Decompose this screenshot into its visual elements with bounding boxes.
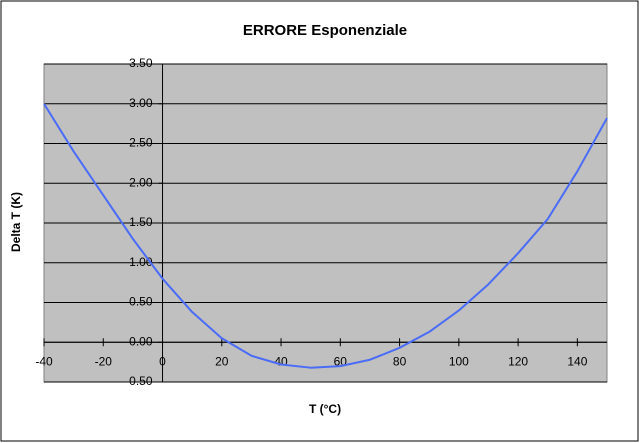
x-tick-label: 120 <box>508 354 528 368</box>
x-tick-label: 20 <box>215 354 229 368</box>
y-axis-label: Delta T (K) <box>9 192 23 252</box>
data-line <box>43 103 608 369</box>
y-tick-label: 0.50 <box>129 295 153 309</box>
x-tick-label: 140 <box>567 354 587 368</box>
x-axis-label: T (°C) <box>309 402 341 416</box>
x-tick-label: 40 <box>274 354 288 368</box>
x-tick-label: 100 <box>449 354 469 368</box>
y-tick-label: 1.50 <box>129 215 153 229</box>
y-tick-label: 3.00 <box>129 96 153 110</box>
y-tick-label: -0.50 <box>125 374 153 388</box>
x-tick-label: 80 <box>393 354 407 368</box>
chart-title: ERRORE Esponenziale <box>243 22 407 39</box>
y-tick-label: 3.50 <box>129 56 153 70</box>
y-tick-label: 2.00 <box>129 175 153 189</box>
y-tick-label: 2.50 <box>129 136 153 150</box>
x-tick-label: -20 <box>95 354 113 368</box>
x-tick-label: -40 <box>35 354 53 368</box>
y-tick-label: 0.00 <box>129 334 153 348</box>
